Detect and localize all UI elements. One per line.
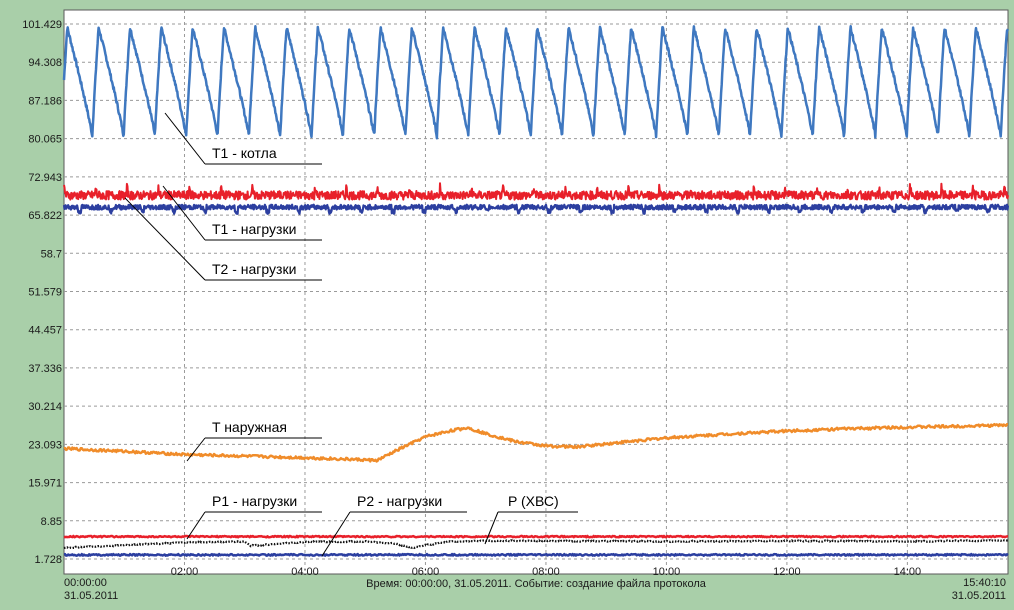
- x-tick-label: 14:00: [894, 566, 922, 578]
- label-t2-load-leader: [124, 197, 206, 281]
- series-line-t2-load: [62, 203, 1010, 215]
- x-tick-label: 02:00: [171, 566, 199, 578]
- y-tick-label: 87.186: [28, 95, 62, 107]
- y-tick-label: 80.065: [28, 134, 62, 146]
- series-line-p2-load: [63, 552, 1009, 557]
- label-p1-load-leader: [186, 511, 206, 540]
- footer-status: Время: 00:00:00, 31.05.2011. Событие: со…: [366, 578, 707, 590]
- x-tick-label: 10:00: [653, 566, 681, 578]
- label-t-outdoor: T наружная: [212, 419, 287, 435]
- label-t1-load-leader: [162, 185, 206, 241]
- series-line-t1-load: [63, 182, 1009, 201]
- x-tick-label: 12:00: [773, 566, 801, 578]
- x-start-date: 31.05.2011: [64, 590, 118, 602]
- label-p-cold-water: P (ХВС): [508, 493, 559, 509]
- y-tick-label: 1.728: [34, 554, 62, 566]
- series-line-t-outdoor: [63, 422, 1009, 463]
- series-line-t1-boiler: [62, 25, 1010, 140]
- label-t1-boiler: T1 - котла: [212, 145, 277, 161]
- y-tick-label: 65.822: [28, 210, 62, 222]
- x-end-time: 15:40:10: [963, 577, 1006, 589]
- label-t2-load: T2 - нагрузки: [212, 261, 296, 277]
- y-tick-label: 58.7: [41, 248, 62, 260]
- label-p-cold-water-leader: [484, 511, 499, 545]
- y-tick-label: 72.943: [28, 172, 62, 184]
- label-t1-load: T1 - нагрузки: [212, 221, 296, 237]
- label-p2-load: P2 - нагрузки: [357, 493, 442, 509]
- series-line-p1-load: [63, 534, 1009, 539]
- x-tick-label: 08:00: [532, 566, 560, 578]
- y-tick-label: 94.308: [28, 57, 62, 69]
- series-group: [62, 25, 1010, 557]
- series-labels: T1 - котла T1 - нагрузки T2 - нагрузки T на…: [124, 112, 578, 557]
- x-tick-label: 06:00: [412, 566, 440, 578]
- y-tick-label: 44.457: [28, 325, 62, 337]
- label-t-outdoor-leader: [186, 437, 206, 462]
- x-start-time: 00:00:00: [64, 577, 107, 589]
- label-p2-load-leader: [321, 511, 351, 557]
- x-tick-label: 04:00: [291, 566, 319, 578]
- y-tick-label: 37.336: [28, 363, 62, 375]
- label-p1-load: P1 - нагрузки: [212, 493, 297, 509]
- y-tick-label: 15.971: [28, 478, 62, 490]
- y-tick-label: 8.85: [41, 516, 62, 528]
- y-tick-label: 51.579: [28, 287, 62, 299]
- y-tick-label: 30.214: [28, 401, 62, 413]
- y-tick-label: 101.429: [22, 19, 62, 31]
- series-line-p-cold-water: [63, 538, 1008, 550]
- x-axis: 02:00 04:00 06:00 08:00 10:00 12:00 14:00: [171, 566, 921, 578]
- label-t1-boiler-leader: [164, 112, 206, 165]
- y-tick-label: 23.093: [28, 439, 62, 451]
- y-axis: 101.429 94.308 87.186 80.065 72.943 65.822 58.…: [22, 19, 62, 566]
- x-end-date: 31.05.2011: [952, 590, 1006, 602]
